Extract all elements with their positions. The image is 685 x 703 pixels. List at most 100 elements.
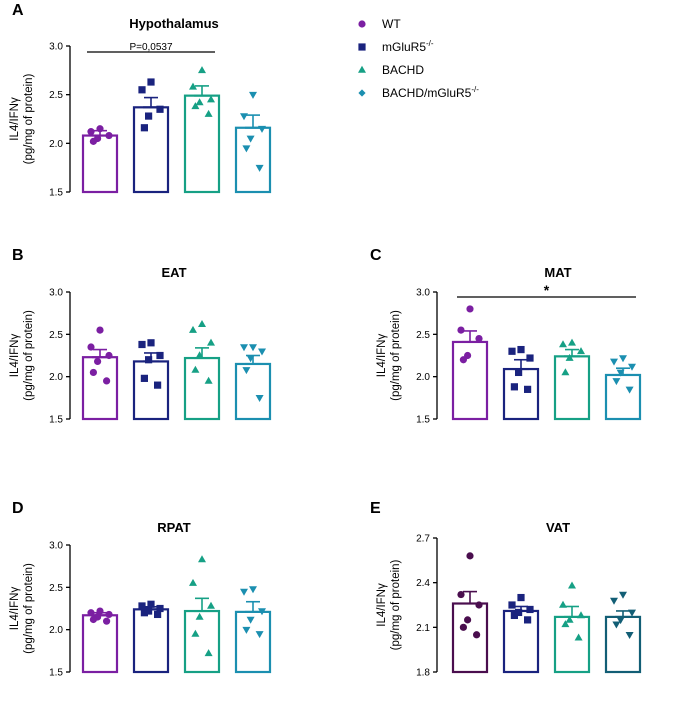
bar-2 [132,608,170,674]
y-tick-label: 1.5 [49,415,63,426]
data-point [96,607,104,615]
data-point [464,616,472,624]
data-point [565,615,574,623]
data-point [246,135,255,143]
bar-1 [81,134,119,194]
y-tick-label: 3.0 [49,42,63,53]
panel-letter: A [12,2,24,19]
data-point [156,105,164,113]
y-axis-label-units: (pg/mg of protein) [23,310,35,401]
data-point [249,586,257,594]
y-axis-label: IL4/IFNγ [376,334,388,378]
panel-b: B EAT IL4/IFNγ (pg/mg of protein) 1.5 2.0 2.5 3… [9,247,272,426]
data-point [619,355,627,363]
data-point [147,339,155,347]
data-point [565,353,574,361]
legend-superscript: -/- [471,85,479,94]
data-point [610,358,618,366]
bar-2 [132,106,170,194]
data-point [628,609,636,617]
y-tick-label: 3.0 [49,288,63,299]
data-point [140,609,148,617]
data-point [574,633,583,641]
data-point [138,340,146,349]
data-point [577,347,585,355]
data-point [145,607,153,615]
panel-letter: B [12,247,24,264]
legend-label-2: mGluR5-/- [382,39,434,54]
y-tick-label: 2.0 [416,372,430,383]
data-point [612,621,621,629]
data-point [96,125,104,133]
data-point [475,601,483,609]
panel-e: E VAT IL4/IFNγ (pg/mg of protein) 1.8 2.1 2.4 2… [370,500,642,679]
data-point [189,325,197,333]
data-point [89,615,97,624]
data-point [240,344,248,352]
y-tick-label: 3.0 [416,288,430,299]
data-point [517,345,525,354]
bar-2 [132,360,170,421]
panel-letter: D [12,500,24,517]
significance-label: P=0,0537 [129,42,173,53]
data-point [138,602,146,610]
y-tick-label: 2.7 [416,534,430,545]
data-point [140,374,148,382]
data-point [619,591,627,599]
data-point [625,631,634,639]
chart-title: MAT [544,265,571,280]
data-point [242,626,251,634]
bar-4 [604,373,642,421]
y-tick-label: 2.0 [49,625,63,636]
data-point [140,124,148,132]
data-point [612,378,621,386]
bar-4 [234,610,272,674]
data-point [459,623,467,631]
y-axis-label: IL4/IFNγ [376,583,388,627]
data-point [526,354,534,362]
chart-title: EAT [161,265,186,280]
data-point [204,649,213,657]
data-point [457,590,465,599]
data-point [246,616,255,624]
data-point [207,338,215,346]
data-point [246,355,255,363]
data-point [191,102,200,110]
data-point [87,343,95,351]
data-point [154,381,162,389]
y-tick-label: 2.5 [49,330,63,341]
data-point [242,367,251,375]
data-point [147,600,155,608]
legend-marker-2 [358,43,366,51]
data-point [559,600,567,608]
data-point [255,631,264,639]
y-tick-label: 1.5 [416,415,430,426]
data-point [89,137,97,145]
y-tick-label: 3.0 [49,541,63,552]
data-point [459,356,467,364]
data-point [105,131,113,140]
data-point [189,82,197,90]
data-point [508,601,516,609]
data-point [195,351,204,359]
bar-1 [81,356,119,421]
legend-text: BACHD [382,63,424,77]
legend-label-1: WT [382,17,401,31]
bar-1 [81,614,119,674]
data-point [198,66,206,74]
data-point [249,91,257,99]
data-point [191,629,200,637]
data-point [510,611,518,620]
data-point [524,385,532,393]
data-point [625,386,634,394]
data-point [207,601,215,609]
data-point [466,552,474,560]
bar-1 [451,602,489,674]
data-point [156,351,164,360]
data-point [616,617,625,625]
bar-3 [553,615,591,674]
data-point [204,376,213,384]
